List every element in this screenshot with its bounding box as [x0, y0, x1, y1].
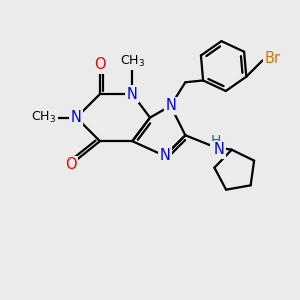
- Text: H: H: [211, 134, 221, 148]
- Text: Br: Br: [265, 52, 281, 67]
- Text: O: O: [65, 157, 76, 172]
- Text: N: N: [71, 110, 82, 125]
- Text: O: O: [94, 57, 106, 72]
- Text: CH$_3$: CH$_3$: [32, 110, 57, 125]
- Text: N: N: [165, 98, 176, 113]
- Text: N: N: [127, 87, 138, 102]
- Text: CH$_3$: CH$_3$: [120, 54, 145, 69]
- Text: N: N: [214, 142, 225, 158]
- Text: N: N: [159, 148, 170, 164]
